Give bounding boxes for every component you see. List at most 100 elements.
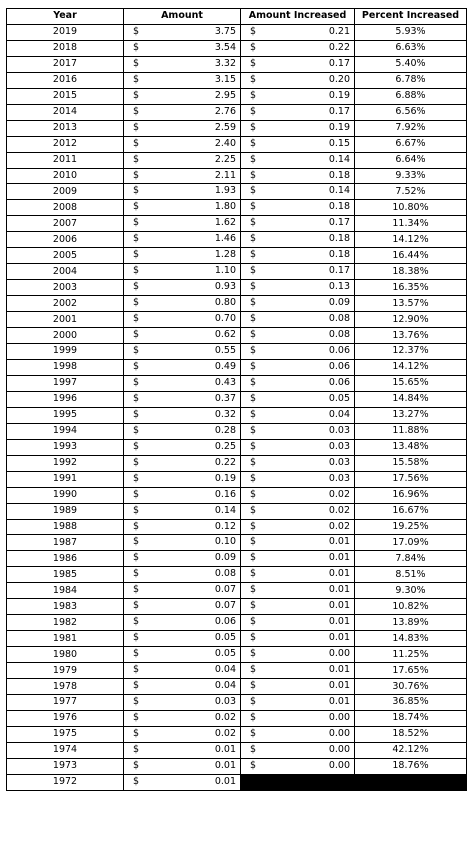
table-row: 1972 $0.01 (6, 773, 467, 791)
amount-increased-cell-value: 0.03 (328, 456, 350, 468)
currency-symbol: $ (133, 584, 140, 596)
currency-symbol: $ (250, 440, 257, 452)
percent-increased-cell: 18.52% (354, 725, 467, 743)
amount-cell-value: 0.19 (214, 472, 236, 484)
amount-cell-value: 0.07 (214, 600, 236, 612)
table-header: Year Amount Amount Increased Percent Inc… (6, 8, 467, 25)
percent-increased-cell: 11.88% (354, 422, 467, 440)
amount-cell: $0.01 (123, 773, 241, 791)
amount-cell: $0.03 (123, 693, 241, 711)
currency-symbol: $ (133, 297, 140, 309)
year-cell: 2004 (6, 263, 124, 281)
year-cell: 1978 (6, 678, 124, 695)
amount-cell: $1.93 (123, 183, 241, 201)
currency-symbol: $ (250, 313, 257, 325)
currency-symbol: $ (250, 73, 257, 85)
amount-cell: $3.15 (123, 71, 241, 89)
amount-cell-value: 0.10 (214, 536, 236, 548)
amount-increased-cell: $0.00 (240, 725, 355, 743)
table-row: 2008 $1.80 $0.18 10.80% (6, 199, 467, 217)
currency-symbol: $ (250, 265, 257, 277)
amount-cell: $0.49 (123, 358, 241, 376)
amount-cell: $0.70 (123, 311, 241, 329)
currency-symbol: $ (250, 185, 257, 197)
percent-increased-cell: 18.76% (354, 757, 467, 775)
column-header-year: Year (6, 8, 124, 25)
amount-cell-value: 0.03 (214, 695, 236, 707)
currency-symbol: $ (133, 568, 140, 580)
percent-increased-cell: 13.57% (354, 295, 467, 313)
table-row: 1992 $0.22 $0.03 15.58% (6, 454, 467, 472)
amount-cell: $1.80 (123, 199, 241, 217)
amount-cell: $0.07 (123, 598, 241, 616)
amount-cell: $0.02 (123, 725, 241, 743)
amount-increased-cell: $0.01 (240, 678, 355, 695)
year-cell: 2001 (6, 311, 124, 329)
amount-increased-cell-value: 0.02 (328, 504, 350, 516)
currency-symbol: $ (250, 695, 257, 707)
currency-symbol: $ (133, 265, 140, 277)
year-cell: 1975 (6, 725, 124, 743)
percent-increased-cell: 17.56% (354, 470, 467, 488)
amount-cell-value: 3.32 (214, 57, 236, 69)
amount-increased-cell-value: 0.19 (328, 89, 350, 101)
year-cell: 2018 (6, 39, 124, 57)
amount-increased-cell: $0.19 (240, 87, 355, 105)
table-row: 1998 $0.49 $0.06 14.12% (6, 358, 467, 376)
amount-increased-cell: $0.14 (240, 183, 355, 201)
currency-symbol: $ (250, 616, 257, 628)
amount-cell-value: 0.25 (214, 440, 236, 452)
amount-increased-cell: $0.17 (240, 215, 355, 233)
currency-symbol: $ (133, 25, 140, 37)
currency-symbol: $ (133, 408, 140, 420)
percent-increased-cell: 14.12% (354, 358, 467, 376)
year-cell: 1997 (6, 374, 124, 392)
year-cell: 1983 (6, 598, 124, 616)
amount-cell: $0.32 (123, 406, 241, 424)
amount-cell: $0.06 (123, 614, 241, 632)
percent-increased-cell: 6.63% (354, 39, 467, 57)
amount-cell-value: 2.11 (214, 169, 236, 181)
currency-symbol: $ (133, 680, 140, 692)
percent-increased-cell: 18.38% (354, 263, 467, 281)
column-header-amount: Amount (123, 8, 241, 25)
amount-cell: $0.43 (123, 374, 241, 392)
percent-increased-cell: 11.25% (354, 646, 467, 664)
amount-cell-value: 0.02 (214, 727, 236, 739)
amount-increased-cell-value: 0.01 (328, 664, 350, 676)
table-row: 2005 $1.28 $0.18 16.44% (6, 247, 467, 265)
table-row: 1983 $0.07 $0.01 10.82% (6, 598, 467, 616)
amount-cell-value: 0.05 (214, 632, 236, 644)
currency-symbol: $ (250, 376, 257, 388)
currency-symbol: $ (133, 249, 140, 261)
amount-increased-cell: $0.06 (240, 374, 355, 392)
amount-increased-cell-value: 0.21 (328, 25, 350, 37)
year-cell: 1994 (6, 422, 124, 440)
amount-increased-cell-value: 0.06 (328, 345, 350, 357)
currency-symbol: $ (250, 743, 257, 755)
currency-symbol: $ (133, 504, 140, 516)
percent-increased-cell: 11.34% (354, 215, 467, 233)
amount-cell-value: 0.49 (214, 360, 236, 372)
amount-cell: $0.01 (123, 757, 241, 775)
currency-symbol: $ (133, 472, 140, 484)
amount-cell: $2.95 (123, 87, 241, 105)
amount-increased-cell: $0.17 (240, 263, 355, 281)
amount-increased-cell: $0.20 (240, 71, 355, 89)
currency-symbol: $ (250, 121, 257, 133)
currency-symbol: $ (133, 281, 140, 293)
percent-increased-cell: 36.85% (354, 693, 467, 711)
amount-cell-value: 0.16 (214, 488, 236, 500)
table-body: 2019 $3.75 $0.21 5.93% 2018 $3.54 $0.22 6.63% 20… (6, 23, 467, 791)
amount-cell-value: 0.12 (214, 520, 236, 532)
percent-increased-cell: 13.27% (354, 406, 467, 424)
amount-cell: $3.32 (123, 55, 241, 73)
amount-cell: $0.25 (123, 438, 241, 456)
amount-cell-value: 0.28 (214, 424, 236, 436)
currency-symbol: $ (250, 105, 257, 117)
currency-symbol: $ (250, 600, 257, 612)
amount-increased-cell: $0.19 (240, 119, 355, 137)
year-cell: 1999 (6, 343, 124, 360)
year-cell: 1979 (6, 662, 124, 680)
amount-increased-cell-value: 0.03 (328, 472, 350, 484)
